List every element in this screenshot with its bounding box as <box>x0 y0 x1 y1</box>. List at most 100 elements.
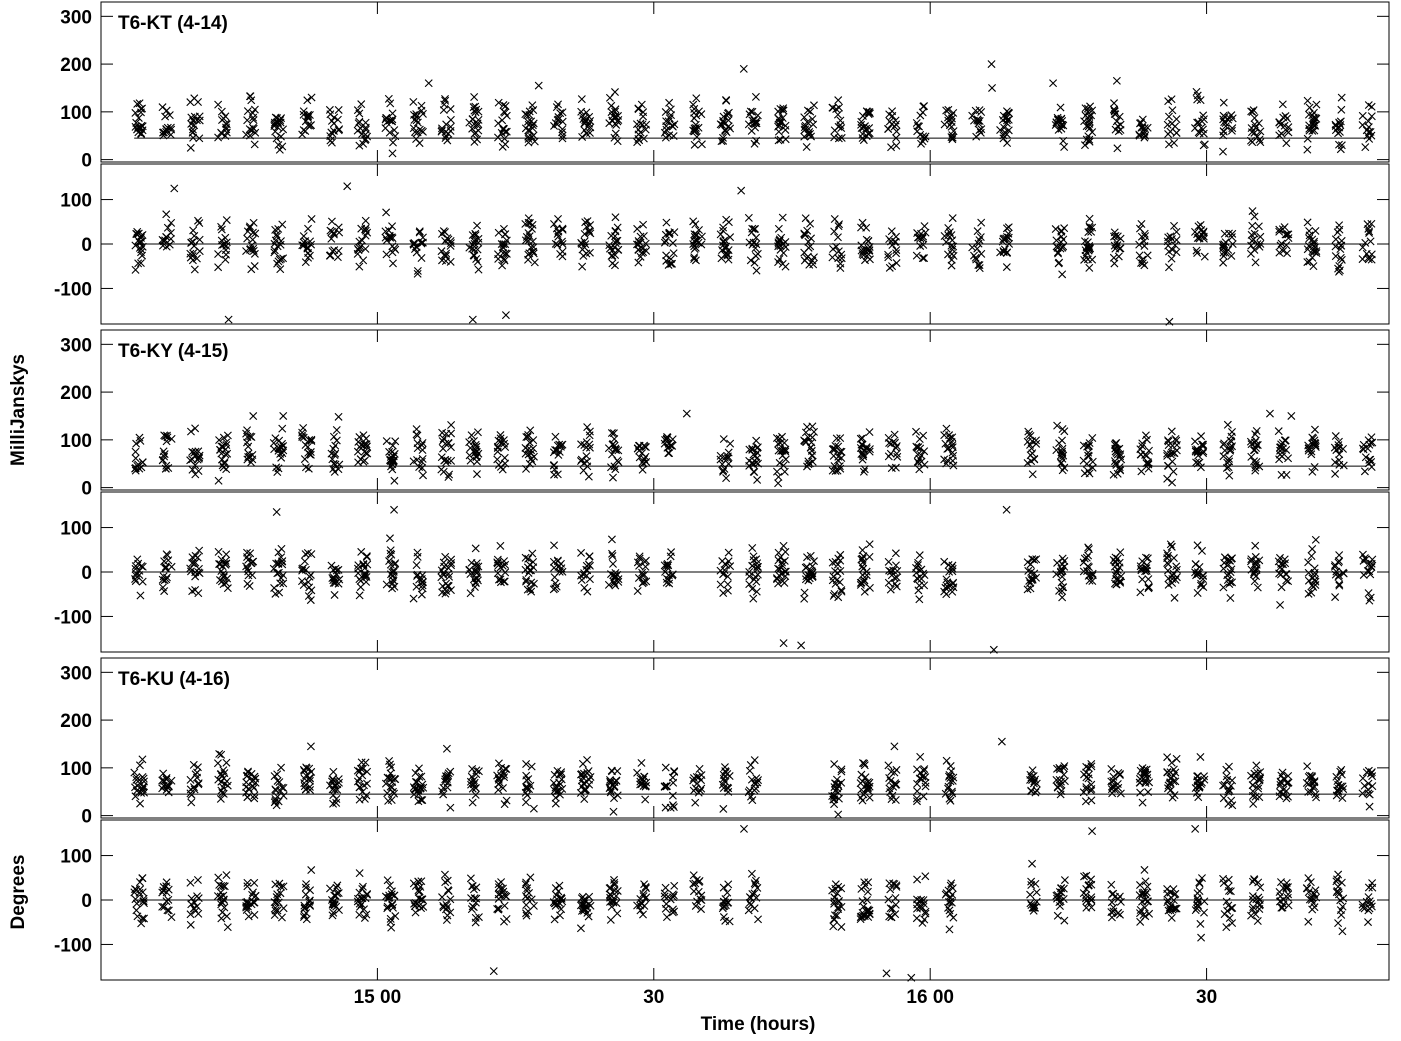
phase-point <box>307 866 316 875</box>
amplitude-point <box>470 93 479 101</box>
phase-point <box>718 246 727 255</box>
amplitude-point <box>441 134 450 143</box>
amplitude-point <box>637 758 646 767</box>
amplitude-point <box>1227 126 1236 135</box>
amplitude-point <box>697 110 706 119</box>
phase-point <box>778 213 787 222</box>
amplitude-point <box>273 114 282 123</box>
amplitude-point <box>1305 124 1314 133</box>
phase-point <box>1135 251 1144 260</box>
amplitude-point <box>1113 122 1122 131</box>
phase-point <box>501 311 510 320</box>
phase-point <box>1060 876 1069 885</box>
amplitude-point <box>1310 126 1319 135</box>
amplitude-point <box>689 100 698 109</box>
phase-point <box>1358 243 1367 252</box>
phase-point <box>920 222 929 231</box>
amplitude-point <box>834 810 843 819</box>
phase-point <box>441 228 450 237</box>
amplitude-point <box>223 431 232 440</box>
phase-point <box>1277 583 1286 592</box>
phase-point <box>1168 579 1177 588</box>
phase-point <box>498 242 507 251</box>
phase-point <box>158 235 167 244</box>
amplitude-point <box>942 756 951 765</box>
amplitude-point <box>1004 126 1013 135</box>
amplitude-point <box>1336 117 1345 126</box>
amplitude-point <box>355 109 364 118</box>
amplitude-point <box>1137 467 1146 476</box>
amplitude-point <box>774 479 783 488</box>
amplitude-point <box>189 116 198 125</box>
phase-point <box>355 237 364 246</box>
amplitude-point <box>584 472 593 481</box>
amplitude-point <box>722 474 731 483</box>
phase-point <box>1053 558 1062 567</box>
phase-point <box>327 234 336 243</box>
amplitude-point <box>578 132 587 141</box>
amplitude-point <box>440 456 449 465</box>
amplitude-point <box>501 102 510 110</box>
phase-point <box>1284 230 1293 239</box>
phase-point <box>1054 259 1063 268</box>
phase-point <box>858 247 867 256</box>
amplitude-point <box>720 763 729 772</box>
amplitude-point <box>773 467 781 476</box>
phase-point <box>550 220 559 228</box>
phase-point <box>270 246 279 255</box>
amplitude-point <box>471 445 480 454</box>
amplitude-point <box>131 464 140 473</box>
amplitude-point <box>1256 138 1265 147</box>
phase-point <box>1283 249 1292 258</box>
amplitude-point <box>354 437 363 446</box>
amplitude-point <box>975 126 984 135</box>
phase-point <box>887 227 896 236</box>
amplitude-point <box>551 793 560 802</box>
amplitude-point <box>803 106 812 115</box>
amplitude-point <box>724 116 733 125</box>
amplitude-point <box>1164 140 1173 149</box>
amplitude-point <box>330 113 339 122</box>
phase-point <box>944 223 953 232</box>
amplitude-point <box>834 134 843 143</box>
phase-point <box>362 553 371 562</box>
amplitude-point <box>639 108 648 117</box>
amplitude-point <box>975 117 984 125</box>
amplitude-point <box>307 435 316 444</box>
phase-point <box>555 881 564 890</box>
phase-point <box>158 575 167 584</box>
phase-point <box>1171 241 1180 250</box>
amplitude-point <box>1081 104 1090 113</box>
amplitude-point <box>697 140 706 149</box>
phase-point <box>829 922 838 931</box>
amplitude-point <box>558 131 567 140</box>
phase-point <box>1088 827 1097 836</box>
phase-point <box>1250 577 1259 586</box>
amplitude-point <box>987 60 996 69</box>
phase-point <box>1172 227 1181 236</box>
phase-point <box>521 553 530 562</box>
amplitude-point <box>1247 107 1256 116</box>
amplitude-point <box>919 431 928 440</box>
amplitude-point <box>383 789 392 798</box>
phase-point <box>244 571 253 580</box>
phase-point <box>662 218 671 227</box>
phase-point <box>194 909 203 918</box>
phase-point <box>829 245 838 253</box>
phase-point <box>806 242 815 251</box>
amplitude-point <box>775 115 784 124</box>
phase-point <box>524 255 533 264</box>
amplitude-point <box>944 113 952 122</box>
phase-point <box>608 246 617 255</box>
y-tick-label: 0 <box>81 479 92 500</box>
baseline-label-3: T6-KU (4-16) <box>118 669 230 690</box>
phase-point <box>716 566 725 575</box>
phase-point <box>138 874 147 883</box>
amplitude-point <box>640 455 649 464</box>
phase-point <box>1256 239 1265 248</box>
y-tick-label: 100 <box>60 759 92 780</box>
phase-point <box>661 904 670 913</box>
phase-point <box>528 237 537 246</box>
amplitude-point <box>780 467 789 476</box>
phase-point <box>1081 246 1090 255</box>
